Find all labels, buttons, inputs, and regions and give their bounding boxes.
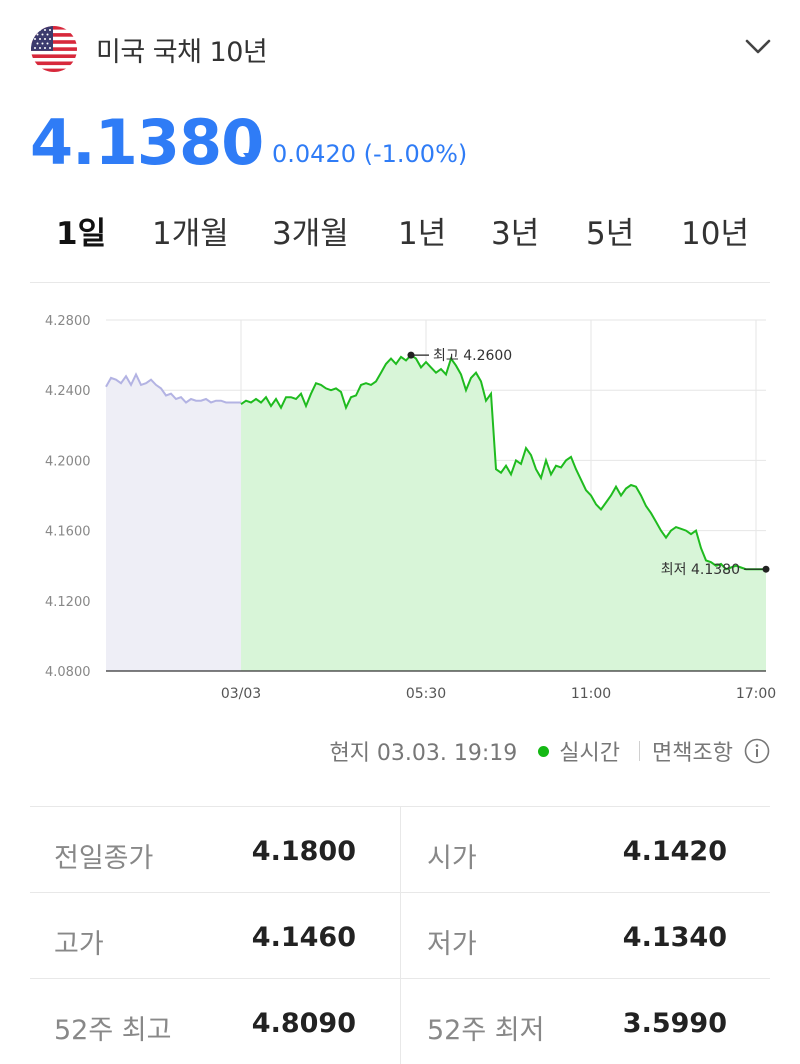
low-label: 최저 4.1380 [661, 562, 740, 578]
price-chart[interactable]: 4.2800 4.2400 4.2000 4.1600 4.1200 4.0800 03/0… [0, 284, 800, 724]
us-flag-icon [31, 26, 77, 72]
stat-cell: 시가 4.1420 [400, 807, 771, 892]
y-tick-label: 4.2800 [45, 314, 91, 329]
stat-value: 4.1800 [251, 836, 356, 867]
stats-row: 52주 최고 4.8090 52주 최저 3.5990 [30, 978, 770, 1064]
stats-row: 전일종가 4.1800 시가 4.1420 [30, 806, 770, 892]
stat-label: 52주 최고 [54, 1015, 172, 1046]
divider [30, 282, 770, 283]
current-price: 4.1380 [30, 106, 264, 179]
down-triangle-icon [242, 149, 260, 163]
x-tick-label: 17:00 [736, 686, 776, 702]
y-tick-label: 4.1200 [45, 595, 91, 610]
previous-session-area [106, 374, 241, 671]
tab-1m[interactable]: 1개월 [152, 216, 229, 252]
tab-5y[interactable]: 5년 [586, 216, 635, 252]
chart-svg: 4.2800 4.2400 4.2000 4.1600 4.1200 4.0800 03/0… [45, 314, 776, 702]
stat-label: 52주 최저 [427, 1015, 545, 1046]
stat-label: 저가 [427, 929, 477, 960]
stat-value: 4.8090 [251, 1008, 356, 1039]
stat-label: 전일종가 [54, 843, 154, 874]
instrument-title: 미국 국채 10년 [96, 37, 268, 68]
stat-label: 시가 [427, 843, 477, 874]
separator [639, 741, 641, 761]
x-tick-label: 03/03 [221, 686, 261, 702]
current-session-area [241, 355, 766, 671]
info-icon[interactable] [744, 738, 770, 764]
x-tick-label: 05:30 [406, 686, 446, 702]
stat-cell: 52주 최고 4.8090 [30, 979, 400, 1064]
meta-row: 현지 03.03. 19:19 실시간 면책조항 [329, 735, 770, 771]
stats-table: 전일종가 4.1800 시가 4.1420 고가 4.1460 저가 4.134… [30, 806, 770, 1064]
stat-value: 4.1340 [622, 922, 727, 953]
stat-label: 고가 [54, 929, 104, 960]
current-session-line [240, 353, 766, 571]
stat-cell: 고가 4.1460 [30, 893, 400, 978]
stat-value: 4.1420 [622, 836, 727, 867]
y-tick-label: 4.1600 [45, 525, 91, 540]
period-tabs: 1일 1개월 3개월 1년 3년 5년 10년 [30, 208, 770, 268]
tab-10y[interactable]: 10년 [681, 216, 749, 252]
chevron-down-icon[interactable] [742, 30, 774, 62]
tab-1y[interactable]: 1년 [398, 216, 447, 252]
live-label: 실시간 [559, 741, 621, 766]
x-tick-label: 11:00 [571, 686, 611, 702]
price-change: 0.0420 (-1.00%) [272, 140, 468, 168]
tab-1d[interactable]: 1일 [56, 216, 107, 252]
stat-cell: 저가 4.1340 [400, 893, 771, 978]
header: 미국 국채 10년 [0, 0, 800, 100]
tab-3m[interactable]: 3개월 [272, 216, 349, 252]
high-label: 최고 4.2600 [433, 348, 512, 364]
previous-session-line [105, 372, 241, 404]
y-tick-label: 4.0800 [45, 665, 91, 680]
stats-row: 고가 4.1460 저가 4.1340 [30, 892, 770, 978]
live-dot-icon [538, 745, 550, 757]
stat-value: 3.5990 [622, 1008, 727, 1039]
tab-3y[interactable]: 3년 [491, 216, 540, 252]
disclaimer-link[interactable]: 면책조항 [652, 741, 733, 766]
stat-cell: 전일종가 4.1800 [30, 807, 400, 892]
stat-cell: 52주 최저 3.5990 [400, 979, 771, 1064]
y-tick-label: 4.2400 [45, 384, 91, 399]
y-tick-label: 4.2000 [45, 454, 91, 469]
stat-value: 4.1460 [251, 922, 356, 953]
timestamp: 현지 03.03. 19:19 [329, 741, 518, 766]
